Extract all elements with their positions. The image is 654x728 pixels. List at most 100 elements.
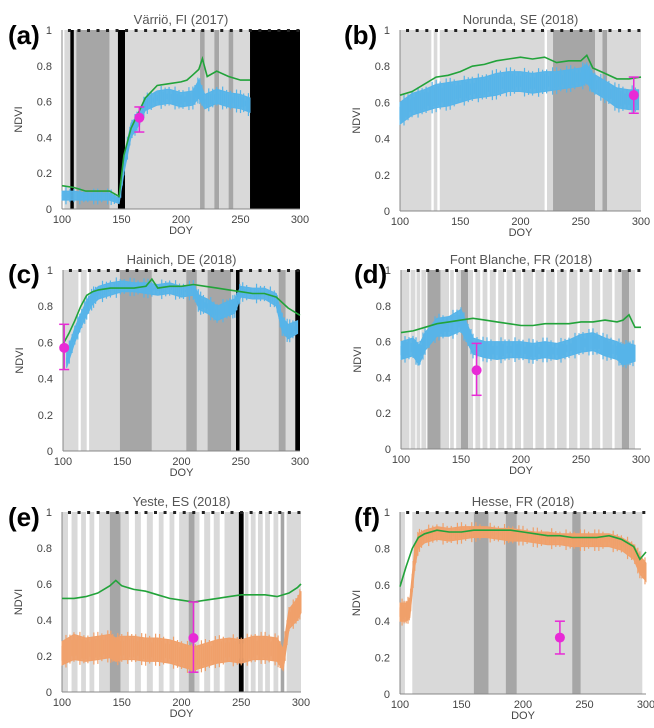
top-marker bbox=[287, 511, 291, 514]
y-tick-label: 0.4 bbox=[375, 134, 390, 146]
top-marker bbox=[406, 29, 410, 32]
top-marker bbox=[541, 269, 545, 272]
top-marker bbox=[455, 511, 459, 514]
shading-light bbox=[450, 270, 454, 449]
top-marker bbox=[563, 511, 567, 514]
y-tick-label: 1 bbox=[46, 25, 52, 37]
shading-light bbox=[285, 270, 296, 451]
x-tick-label: 200 bbox=[172, 456, 190, 468]
panel-title: Font Blanche, FR (2018) bbox=[450, 252, 592, 267]
y-tick-label: 0.2 bbox=[375, 170, 390, 182]
top-marker bbox=[77, 29, 81, 32]
shading-light bbox=[257, 512, 263, 692]
top-marker bbox=[106, 511, 110, 514]
top-marker bbox=[268, 511, 272, 514]
top-marker bbox=[589, 269, 593, 272]
top-marker bbox=[455, 269, 458, 272]
x-tick-label: 250 bbox=[232, 697, 250, 709]
top-marker bbox=[445, 511, 449, 514]
top-marker bbox=[434, 29, 438, 32]
top-marker bbox=[182, 511, 186, 514]
shading-light bbox=[204, 512, 211, 692]
y-tick-label: 0 bbox=[384, 206, 390, 218]
top-marker bbox=[435, 269, 439, 272]
top-marker bbox=[483, 29, 487, 32]
panel-letter: (c) bbox=[8, 259, 40, 289]
ndvi-line bbox=[399, 53, 642, 96]
ndvi-line bbox=[62, 579, 302, 603]
top-marker bbox=[425, 29, 429, 32]
shading-light bbox=[410, 270, 416, 449]
panel-title: Värriö, FI (2017) bbox=[134, 12, 229, 27]
top-marker bbox=[67, 511, 71, 514]
top-marker bbox=[521, 29, 525, 32]
shading-dark bbox=[119, 270, 152, 451]
panel-title: Norunda, SE (2018) bbox=[463, 12, 579, 27]
y-tick-label: 0.8 bbox=[37, 61, 52, 73]
shading-light bbox=[456, 270, 461, 449]
shading-dark bbox=[280, 512, 285, 692]
shading-dark bbox=[186, 270, 197, 451]
top-marker bbox=[144, 511, 148, 514]
top-marker bbox=[618, 29, 622, 32]
shading-dark bbox=[228, 30, 234, 209]
top-marker bbox=[599, 269, 602, 272]
top-marker bbox=[68, 269, 72, 272]
top-marker bbox=[116, 269, 120, 272]
x-tick-label: 100 bbox=[391, 216, 409, 228]
shading-light bbox=[250, 512, 256, 692]
y-tick-label: 0.6 bbox=[38, 337, 53, 349]
top-marker bbox=[444, 29, 448, 32]
top-marker bbox=[87, 511, 91, 514]
shading-black bbox=[117, 30, 126, 209]
y-axis-label: NDVI bbox=[351, 107, 363, 133]
top-marker bbox=[522, 269, 526, 272]
y-tick-label: 1 bbox=[384, 25, 390, 37]
shading-dark bbox=[602, 30, 608, 211]
x-tick-label: 150 bbox=[451, 216, 469, 228]
panel-letter: (a) bbox=[8, 20, 40, 50]
top-marker bbox=[573, 511, 577, 514]
panel-letter: (b) bbox=[344, 20, 377, 50]
top-marker bbox=[163, 511, 167, 514]
shading-light bbox=[158, 512, 164, 692]
top-marker bbox=[602, 511, 606, 514]
top-marker bbox=[163, 269, 167, 272]
top-marker bbox=[583, 511, 587, 514]
x-tick-label: 200 bbox=[514, 699, 532, 711]
top-marker bbox=[87, 269, 91, 272]
satellite-point bbox=[554, 632, 565, 643]
x-tick-label: 100 bbox=[53, 697, 71, 709]
y-tick-label: 0.8 bbox=[376, 301, 391, 313]
shading-black bbox=[70, 30, 74, 209]
shading-light bbox=[440, 270, 449, 449]
top-marker bbox=[229, 29, 233, 32]
shading-light bbox=[81, 512, 86, 692]
top-marker bbox=[268, 269, 272, 272]
top-marker bbox=[445, 269, 449, 272]
shading-light bbox=[482, 270, 488, 449]
top-marker bbox=[627, 269, 631, 272]
y-tick-label: 0.2 bbox=[37, 168, 52, 180]
shading-light bbox=[569, 270, 578, 449]
top-marker bbox=[463, 29, 467, 32]
top-marker bbox=[267, 29, 271, 32]
x-tick-label: 250 bbox=[575, 699, 593, 711]
top-marker bbox=[637, 269, 641, 272]
shading-light bbox=[134, 512, 141, 692]
x-tick-label: 300 bbox=[632, 454, 650, 466]
shading-light bbox=[244, 512, 249, 692]
y-tick-label: 0.8 bbox=[375, 543, 390, 555]
top-marker bbox=[579, 269, 583, 272]
panel-c: 0 0.2 0.4 0.6 0.8 1 100 150 200 250 300 DOY NDVI Hain… bbox=[8, 252, 309, 479]
top-marker bbox=[125, 269, 129, 272]
shading-dark bbox=[572, 512, 581, 694]
y-tick-label: 0.4 bbox=[37, 615, 52, 627]
y-axis-label: NDVI bbox=[14, 347, 26, 373]
top-marker bbox=[191, 29, 195, 32]
top-marker bbox=[553, 511, 557, 514]
shading-light bbox=[71, 512, 78, 692]
top-marker bbox=[560, 29, 564, 32]
y-tick-label: 0.4 bbox=[375, 616, 390, 628]
